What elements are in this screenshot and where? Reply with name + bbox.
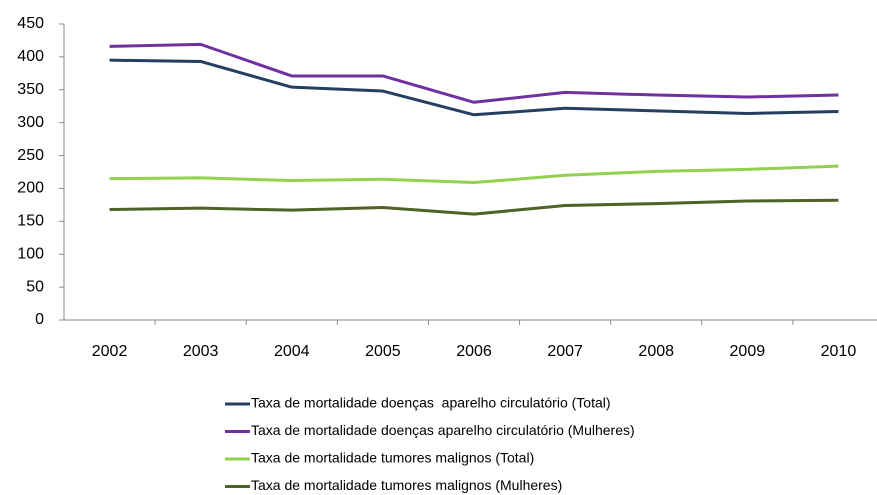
x-tick-label: 2010 — [821, 343, 857, 360]
x-tick-label: 2008 — [638, 343, 674, 360]
x-tick-label: 2006 — [456, 343, 492, 360]
y-tick-label: 0 — [35, 311, 44, 328]
x-tick-label: 2004 — [274, 343, 310, 360]
y-tick-label: 450 — [17, 15, 44, 32]
legend-label: Taxa de mortalidade tumores malignos (Mu… — [251, 477, 562, 493]
y-tick-label: 250 — [17, 147, 44, 164]
legend-label: Taxa de mortalidade doenças aparelho cir… — [251, 395, 611, 411]
legend-label: Taxa de mortalidade doenças aparelho cir… — [251, 422, 635, 438]
series-line — [109, 58, 839, 117]
x-tick-label: 2007 — [547, 343, 583, 360]
series-line — [109, 198, 839, 216]
series-line — [109, 164, 839, 185]
x-tick-label: 2005 — [365, 343, 401, 360]
x-tick-label: 2003 — [183, 343, 219, 360]
y-tick-label: 100 — [17, 245, 44, 262]
y-tick-label: 150 — [17, 213, 44, 230]
x-tick-label: 2002 — [92, 343, 128, 360]
y-tick-label: 200 — [17, 180, 44, 197]
legend-label: Taxa de mortalidade tumores malignos (To… — [251, 450, 534, 466]
series-line — [109, 42, 839, 104]
y-tick-label: 350 — [17, 81, 44, 98]
y-tick-label: 400 — [17, 48, 44, 65]
y-tick-label: 50 — [26, 278, 44, 295]
y-tick-label: 300 — [17, 114, 44, 131]
x-tick-label: 2009 — [730, 343, 766, 360]
